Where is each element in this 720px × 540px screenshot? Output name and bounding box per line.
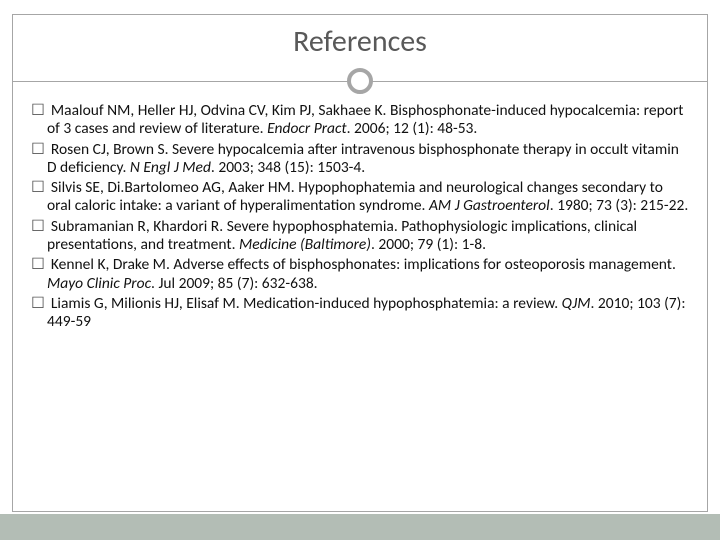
slide: References ☐Maalouf NM, Heller HJ, Odvin… (0, 0, 720, 540)
references-list: ☐Maalouf NM, Heller HJ, Odvina CV, Kim P… (13, 96, 707, 331)
ref-journal: QJM (562, 294, 591, 313)
divider (13, 66, 707, 96)
content-box: References ☐Maalouf NM, Heller HJ, Odvin… (12, 14, 708, 512)
page-title: References (13, 15, 707, 66)
ref-journal: Mayo Clinic Proc (47, 274, 151, 293)
checkbox-icon: ☐ (31, 218, 45, 235)
reference-item: ☐Maalouf NM, Heller HJ, Odvina CV, Kim P… (31, 102, 689, 139)
ref-journal: Endocr Pract (267, 119, 347, 138)
checkbox-icon: ☐ (31, 102, 45, 119)
checkbox-icon: ☐ (31, 295, 45, 312)
ref-text-suffix: . 2000; 79 (1): 1-8. (371, 235, 486, 254)
ref-journal: Medicine (Baltimore) (239, 235, 371, 254)
checkbox-icon: ☐ (31, 256, 45, 273)
ref-text-suffix: . 1980; 73 (3): 215-22. (550, 196, 689, 215)
reference-item: ☐Subramanian R, Khardori R. Severe hypop… (31, 218, 689, 255)
ref-text-suffix: . Jul 2009; 85 (7): 632-638. (151, 274, 318, 293)
ref-text-prefix: Kennel K, Drake M. Adverse effects of bi… (51, 255, 676, 274)
footer-band (0, 514, 720, 540)
reference-item: ☐Silvis SE, Di.Bartolomeo AG, Aaker HM. … (31, 179, 689, 216)
reference-item: ☐ Liamis G, Milionis HJ, Elisaf M. Medica… (31, 295, 689, 332)
ref-text-prefix: Liamis G, Milionis HJ, Elisaf M. Medicat… (51, 294, 562, 313)
ref-text-suffix: . 2006; 12 (1): 48-53. (347, 119, 478, 138)
checkbox-icon: ☐ (31, 141, 45, 158)
checkbox-icon: ☐ (31, 179, 45, 196)
ref-journal: AM J Gastroenterol (429, 196, 550, 215)
ref-text-suffix: . 2003; 348 (15): 1503-4. (211, 158, 365, 177)
reference-item: ☐Rosen CJ, Brown S. Severe hypocalcemia … (31, 141, 689, 178)
divider-circle-icon (347, 68, 373, 94)
reference-item: ☐ Kennel K, Drake M. Adverse effects of b… (31, 256, 689, 293)
ref-journal: N Engl J Med (130, 158, 211, 177)
